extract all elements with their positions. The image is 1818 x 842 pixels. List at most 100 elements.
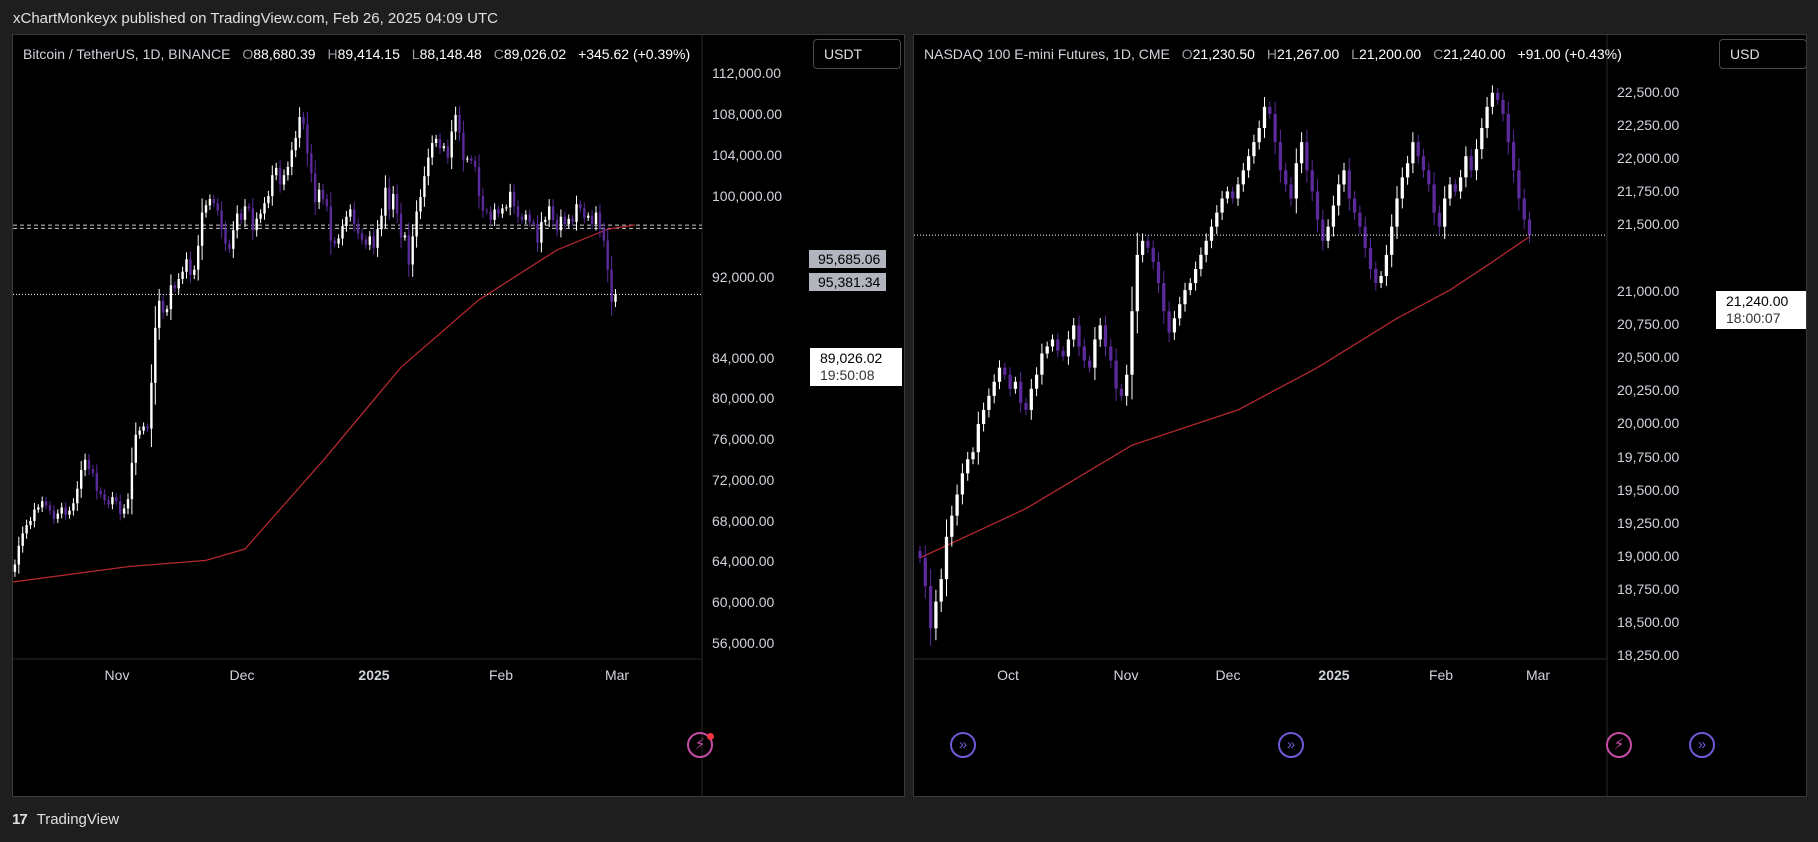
candle[interactable] <box>1453 179 1457 197</box>
candle[interactable] <box>992 374 996 404</box>
btc-currency-button[interactable]: USDT <box>813 39 901 69</box>
candle[interactable] <box>200 198 204 260</box>
candle[interactable] <box>485 207 489 215</box>
candle[interactable] <box>497 205 500 218</box>
candle[interactable] <box>274 162 278 181</box>
candle[interactable] <box>208 194 212 210</box>
nq-symbol-title[interactable]: NASDAQ 100 E-mini Futures, 1D, CME <box>924 46 1170 62</box>
candle[interactable] <box>1252 134 1256 164</box>
candle[interactable] <box>263 197 266 220</box>
candle[interactable] <box>251 198 255 241</box>
replay-arrow-icon[interactable]: » <box>1278 732 1304 758</box>
candle[interactable] <box>52 505 56 525</box>
candle[interactable] <box>1087 355 1092 373</box>
candle[interactable] <box>212 195 216 208</box>
candle[interactable] <box>928 568 933 646</box>
candle[interactable] <box>1146 235 1150 253</box>
candle[interactable] <box>278 159 282 193</box>
candle[interactable] <box>579 200 582 213</box>
candle[interactable] <box>1321 209 1325 251</box>
candle[interactable] <box>1257 120 1261 150</box>
candle[interactable] <box>1125 364 1129 406</box>
nq-currency-button[interactable]: USD <box>1719 39 1806 69</box>
candle[interactable] <box>981 402 986 432</box>
btc-symbol-title[interactable]: Bitcoin / TetherUS, 1D, BINANCE <box>23 46 231 62</box>
candle[interactable] <box>173 281 177 292</box>
candle[interactable] <box>95 464 99 500</box>
candle[interactable] <box>462 120 465 172</box>
candle[interactable] <box>103 489 106 505</box>
candle[interactable] <box>259 209 262 224</box>
candle[interactable] <box>235 205 239 239</box>
candle[interactable] <box>196 234 200 281</box>
candle[interactable] <box>380 208 383 237</box>
candle[interactable] <box>44 497 48 510</box>
candle[interactable] <box>154 306 157 405</box>
candle[interactable] <box>337 234 340 249</box>
candle[interactable] <box>294 130 297 158</box>
candle[interactable] <box>224 221 227 252</box>
candle[interactable] <box>508 183 512 216</box>
candle[interactable] <box>83 453 87 477</box>
candle[interactable] <box>68 506 71 519</box>
candle[interactable] <box>60 502 63 519</box>
candle[interactable] <box>17 536 21 574</box>
candle[interactable] <box>115 493 118 506</box>
candle[interactable] <box>438 133 442 154</box>
candle[interactable] <box>950 505 954 547</box>
candle[interactable] <box>450 119 453 170</box>
candle[interactable] <box>1485 96 1489 138</box>
candle[interactable] <box>1284 162 1288 192</box>
candle[interactable] <box>1135 232 1139 334</box>
nq-chart-canvas[interactable]: 22,500.00 22,250.00 22,000.00 21,750.00 21,5… <box>914 35 1807 797</box>
btc-chart-panel[interactable]: 112,000.00 108,000.00 104,000.00 100,000.00… <box>12 34 905 797</box>
candle[interactable] <box>1501 92 1505 122</box>
candle[interactable] <box>1363 216 1367 258</box>
candle[interactable] <box>302 111 305 130</box>
candle[interactable] <box>434 134 438 147</box>
candle[interactable] <box>181 266 184 285</box>
candle[interactable] <box>1421 148 1426 178</box>
candle[interactable] <box>1061 346 1065 361</box>
candle[interactable] <box>1390 214 1394 268</box>
candle[interactable] <box>1268 101 1272 119</box>
candle[interactable] <box>473 155 477 172</box>
candle[interactable] <box>1315 179 1320 233</box>
candle[interactable] <box>594 206 598 231</box>
candle[interactable] <box>1326 219 1330 249</box>
candle[interactable] <box>356 218 360 240</box>
candle[interactable] <box>364 235 368 250</box>
candle[interactable] <box>563 211 567 230</box>
candle[interactable] <box>528 209 531 227</box>
candle[interactable] <box>352 201 356 232</box>
candle[interactable] <box>349 204 352 222</box>
candle[interactable] <box>610 255 613 316</box>
candle[interactable] <box>1337 174 1341 216</box>
candle[interactable] <box>1480 118 1484 160</box>
candle[interactable] <box>606 227 609 283</box>
candle[interactable] <box>430 135 434 166</box>
candle[interactable] <box>493 203 496 226</box>
candle[interactable] <box>1352 191 1357 221</box>
candle[interactable] <box>501 204 504 218</box>
candle[interactable] <box>372 229 375 255</box>
candle[interactable] <box>1077 315 1081 357</box>
replay-arrow-icon[interactable]: » <box>950 732 976 758</box>
candle[interactable] <box>1490 85 1495 115</box>
candle[interactable] <box>1130 286 1134 400</box>
candle[interactable] <box>368 231 372 251</box>
candle[interactable] <box>1114 348 1118 402</box>
candle[interactable] <box>1040 343 1044 385</box>
candle[interactable] <box>185 252 188 279</box>
candle[interactable] <box>1464 146 1468 188</box>
candle[interactable] <box>325 194 329 212</box>
candle[interactable] <box>1029 378 1033 420</box>
candle[interactable] <box>1167 301 1171 343</box>
candle[interactable] <box>1395 186 1399 240</box>
candle[interactable] <box>1109 339 1113 369</box>
candle[interactable] <box>559 209 563 238</box>
candle[interactable] <box>1119 383 1124 401</box>
candle[interactable] <box>1103 315 1108 357</box>
candle[interactable] <box>423 166 426 207</box>
candle[interactable] <box>25 519 28 539</box>
